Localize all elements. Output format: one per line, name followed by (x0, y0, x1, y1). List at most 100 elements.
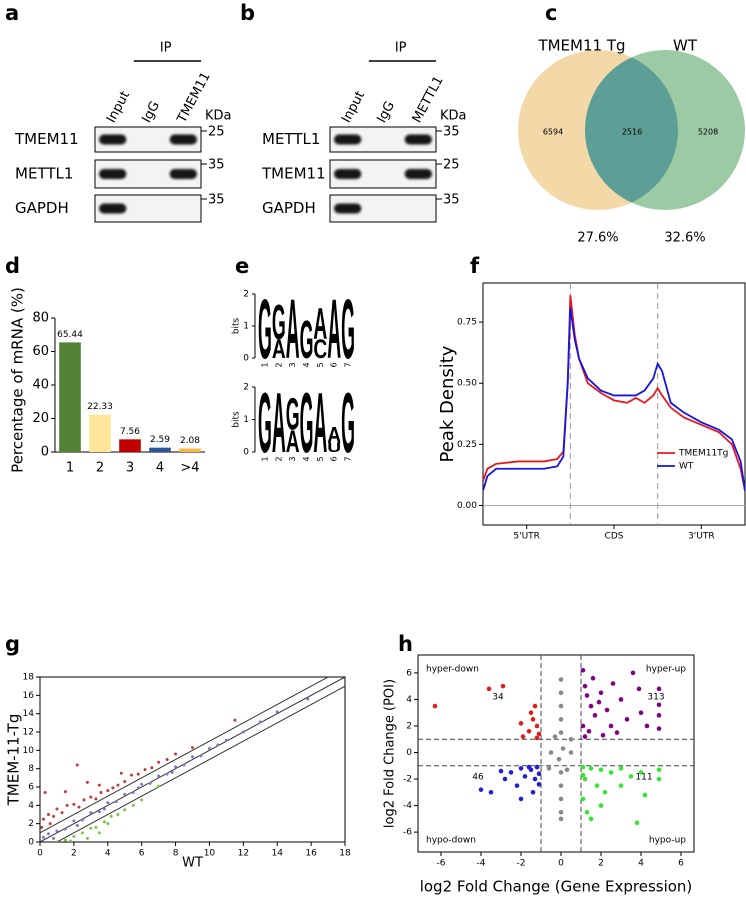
y-tick-label: 2 (28, 819, 34, 829)
plot-frame (39, 676, 346, 843)
y-tick-label: 0.50 (457, 379, 477, 389)
point (174, 765, 178, 769)
bar (179, 448, 201, 452)
point (174, 752, 178, 756)
count-label: 5208 (698, 128, 718, 137)
point (106, 822, 110, 826)
legend-label: TMEM11Tg (678, 449, 728, 459)
point (558, 717, 564, 722)
value-label: 2.08 (180, 436, 200, 446)
y-axis-label: TMEM-11-Tg (5, 714, 23, 807)
y-tick-label: 4 (28, 801, 34, 811)
y-tick-label: 14 (23, 709, 35, 719)
point (111, 786, 115, 790)
position-label: 4 (302, 362, 311, 367)
point (588, 766, 594, 771)
value-label: 65.44 (57, 330, 83, 340)
protein-label: METTL1 (262, 130, 320, 148)
y-tick-label: -6 (403, 828, 412, 838)
point (644, 723, 650, 729)
ip-label: IP (160, 41, 172, 56)
logo-tick-label: 0 (243, 448, 249, 458)
point (478, 787, 484, 792)
point (536, 782, 542, 787)
point (60, 811, 64, 815)
logo-letter: U (327, 440, 341, 455)
quadrant-count: 46 (472, 773, 484, 783)
point (508, 770, 514, 775)
position-label: 1 (260, 456, 269, 461)
quadrant-label: hypo-up (649, 836, 686, 846)
panel-label: b (240, 1, 255, 25)
point (123, 792, 127, 796)
point (116, 813, 120, 816)
logo-letter: G (286, 390, 300, 440)
protein-label: TMEM11 (14, 130, 79, 148)
point (590, 675, 596, 681)
point (598, 690, 604, 696)
point (488, 790, 494, 795)
y-axis-label: Percentage of mRNA (%) (9, 287, 27, 473)
logo-letter: A (272, 334, 286, 364)
point (584, 809, 590, 815)
logo-letter: G (300, 376, 314, 472)
point (116, 783, 120, 787)
band (404, 169, 432, 179)
marker-label: 25 (208, 125, 225, 140)
ip-label: IP (395, 41, 407, 56)
point (618, 766, 624, 771)
position-label: 1 (260, 362, 269, 367)
point (596, 699, 602, 705)
point (502, 776, 508, 782)
point (123, 780, 127, 783)
percent-label: 32.6% (664, 231, 705, 246)
y-tick-label: 6 (406, 668, 412, 678)
point (642, 792, 648, 798)
point (558, 677, 564, 682)
y-tick-label: 80 (32, 311, 49, 326)
position-label: 4 (302, 456, 311, 461)
quadrant-label: hyper-up (646, 665, 686, 675)
point (143, 768, 147, 772)
point (89, 811, 93, 815)
point (552, 734, 558, 739)
point (582, 683, 588, 689)
quadrant-label: hyper-down (426, 665, 479, 675)
band (99, 134, 127, 145)
position-label: 3 (288, 362, 297, 367)
point (656, 713, 662, 718)
point (636, 686, 642, 692)
point (582, 734, 588, 739)
point (536, 771, 542, 777)
point (514, 783, 520, 788)
point (106, 789, 110, 793)
point (216, 743, 220, 747)
point (150, 766, 154, 770)
protein-label: GAPDH (15, 199, 69, 217)
point (140, 798, 144, 802)
set-label: TMEM11 Tg (537, 37, 625, 55)
point (526, 764, 532, 770)
logo-ylabel: bits (232, 411, 242, 428)
point (97, 831, 101, 835)
logo-tick-label: 2 (243, 383, 249, 393)
logo-letter: G (341, 376, 355, 472)
band (169, 169, 197, 179)
point (526, 728, 532, 734)
point (432, 703, 438, 709)
y-tick-label: 8 (28, 764, 34, 774)
logo-tick-label: 1 (243, 415, 249, 425)
logo-tick-label: 1 (243, 322, 249, 332)
point (594, 783, 600, 788)
point (40, 825, 44, 829)
point (546, 766, 552, 771)
band (334, 169, 362, 179)
point (46, 813, 50, 816)
position-label: 7 (344, 456, 353, 461)
plot-frame (417, 654, 695, 853)
y-axis-label: log2 Fold Change (POI) (383, 679, 398, 828)
point (592, 713, 598, 718)
percent-label: 27.6% (577, 231, 618, 246)
x-tick-label: 1 (66, 461, 74, 476)
